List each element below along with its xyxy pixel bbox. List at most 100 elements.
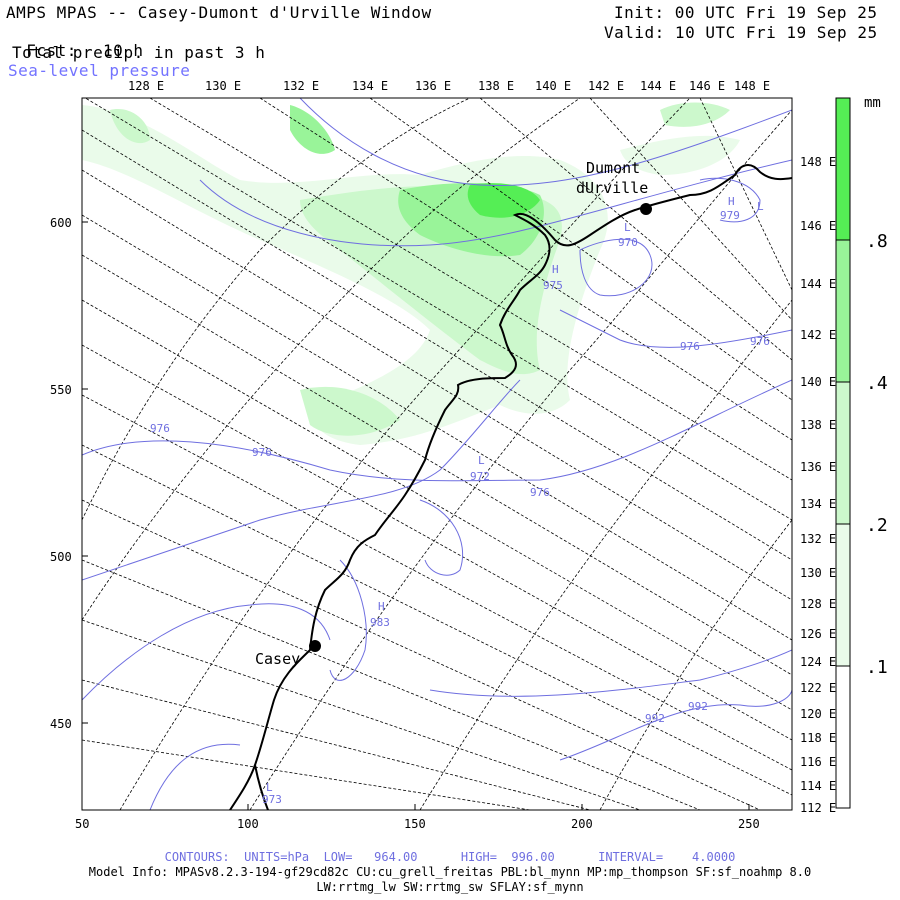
contour-info: CONTOURS: UNITS=hPa LOW= 964.00 HIGH= 99… [164, 850, 736, 864]
pressure-center-H: H [552, 263, 559, 276]
y-tick-label: 600 [50, 216, 72, 230]
lon-label: 142 E [800, 328, 836, 342]
lon-label: 128 E [128, 79, 164, 93]
pressure-label: 976 [680, 340, 700, 353]
plot-frame [81, 97, 793, 811]
lon-label: 148 E [800, 155, 836, 169]
x-axis-labels: 50 100 150 200 250 [75, 817, 760, 831]
pressure-label: 992 [688, 700, 708, 713]
y-tick-label: 450 [50, 717, 72, 731]
lon-label: 146 E [800, 219, 836, 233]
station-casey[interactable]: Casey [255, 640, 321, 668]
pressure-center-L: L [624, 221, 631, 234]
pressure-center-L: L [478, 454, 485, 467]
pressure-label: 976 [750, 335, 770, 348]
pressure-center-H: H [728, 195, 735, 208]
coastline [229, 164, 792, 810]
x-tick-label: 250 [738, 817, 760, 831]
model-info: Model Info: MPASv8.2.3-194-gf29cd82c CU:… [88, 865, 812, 879]
lon-label: 132 E [800, 532, 836, 546]
pressure-center-L: L [757, 200, 764, 213]
lon-label: 120 E [800, 707, 836, 721]
overlay-label: Sea-level pressure [8, 61, 191, 80]
lon-label: 132 E [283, 79, 319, 93]
pressure-label: 983 [370, 616, 390, 629]
colorbar-segment [836, 240, 850, 382]
lon-label: 128 E [800, 597, 836, 611]
right-lon-labels: 148 E 146 E 144 E 142 E 140 E 138 E 136 … [800, 155, 836, 815]
y-tick-label: 500 [50, 550, 72, 564]
pressure-labels: 970 975 976 976 976 976 972 976 983 992 … [150, 209, 770, 806]
lon-label: 118 E [800, 731, 836, 745]
station-marker [309, 640, 321, 652]
lon-label: 116 E [800, 755, 836, 769]
pressure-center-H: H [378, 600, 385, 613]
lon-label: 126 E [800, 627, 836, 641]
pressure-label: 976 [252, 446, 272, 459]
colorbar-segment [836, 666, 850, 808]
station-name: dUrville [576, 179, 648, 197]
lon-label: 136 E [415, 79, 451, 93]
colorbar-label: .2 [866, 515, 888, 536]
colorbar-unit: mm [864, 95, 881, 111]
lon-label: 148 E [734, 79, 770, 93]
colorbar-segment [836, 382, 850, 524]
lon-label: 112 E [800, 801, 836, 815]
model-info-physics: LW:rrtmg_lw SW:rrtmg_sw SFLAY:sf_mynn [316, 880, 584, 894]
lon-label: 124 E [800, 655, 836, 669]
x-tick-label: 200 [571, 817, 593, 831]
station-dumont-durville[interactable]: Dumont dUrville [576, 159, 652, 215]
colorbar: mm .8 .4 .2 .1 [835, 95, 888, 809]
colorbar-label: .8 [866, 231, 888, 252]
x-axis [81, 804, 750, 810]
x-tick-label: 100 [237, 817, 259, 831]
lon-label: 130 E [205, 79, 241, 93]
precip-shading [82, 102, 740, 445]
pressure-label: 976 [530, 486, 550, 499]
forecast-hour: Fcst: 10 h [6, 24, 143, 60]
lon-label: 138 E [478, 79, 514, 93]
lon-label: 122 E [800, 681, 836, 695]
map-title: AMPS MPAS -- Casey-Dumont d'Urville Wind… [6, 3, 432, 22]
lon-label: 142 E [588, 79, 624, 93]
colorbar-segment [836, 98, 850, 240]
colorbar-label: .4 [866, 373, 888, 394]
field-label: Total precip. in past 3 h [12, 43, 266, 62]
pressure-centers: L H L H H L L [266, 195, 764, 794]
y-axis-labels: 600 550 500 450 [50, 216, 72, 731]
forecast-value: 10 h [102, 41, 144, 60]
colorbar-segment [836, 524, 850, 666]
pressure-contours [82, 98, 792, 810]
pressure-center-L: L [266, 781, 273, 794]
pressure-label: 979 [720, 209, 740, 222]
station-name: Dumont [586, 159, 640, 177]
station-name: Casey [255, 650, 300, 668]
lon-label: 130 E [800, 566, 836, 580]
lon-label: 144 E [640, 79, 676, 93]
station-marker [640, 203, 652, 215]
pressure-label: 970 [618, 236, 638, 249]
lon-label: 136 E [800, 460, 836, 474]
lon-label: 146 E [689, 79, 725, 93]
lon-label: 140 E [800, 375, 836, 389]
top-lon-labels: 128 E 130 E 132 E 134 E 136 E 138 E 140 … [128, 79, 770, 93]
lon-label: 138 E [800, 418, 836, 432]
x-tick-label: 150 [404, 817, 426, 831]
lon-label: 134 E [800, 497, 836, 511]
lon-label: 144 E [800, 277, 836, 291]
pressure-label: 976 [150, 422, 170, 435]
y-axis [82, 221, 88, 724]
init-time: Init: 00 UTC Fri 19 Sep 25 [614, 3, 878, 22]
forecast-label: Fcst: [26, 41, 77, 60]
lon-label: 134 E [352, 79, 388, 93]
x-tick-label: 50 [75, 817, 89, 831]
lon-label: 114 E [800, 779, 836, 793]
colorbar-label: .1 [866, 657, 888, 678]
valid-time: Valid: 10 UTC Fri 19 Sep 25 [604, 23, 878, 42]
pressure-label: 975 [543, 279, 563, 292]
lon-label: 140 E [535, 79, 571, 93]
pressure-label: 972 [470, 470, 490, 483]
pressure-label: 992 [645, 712, 665, 725]
pressure-label: 973 [262, 793, 282, 806]
